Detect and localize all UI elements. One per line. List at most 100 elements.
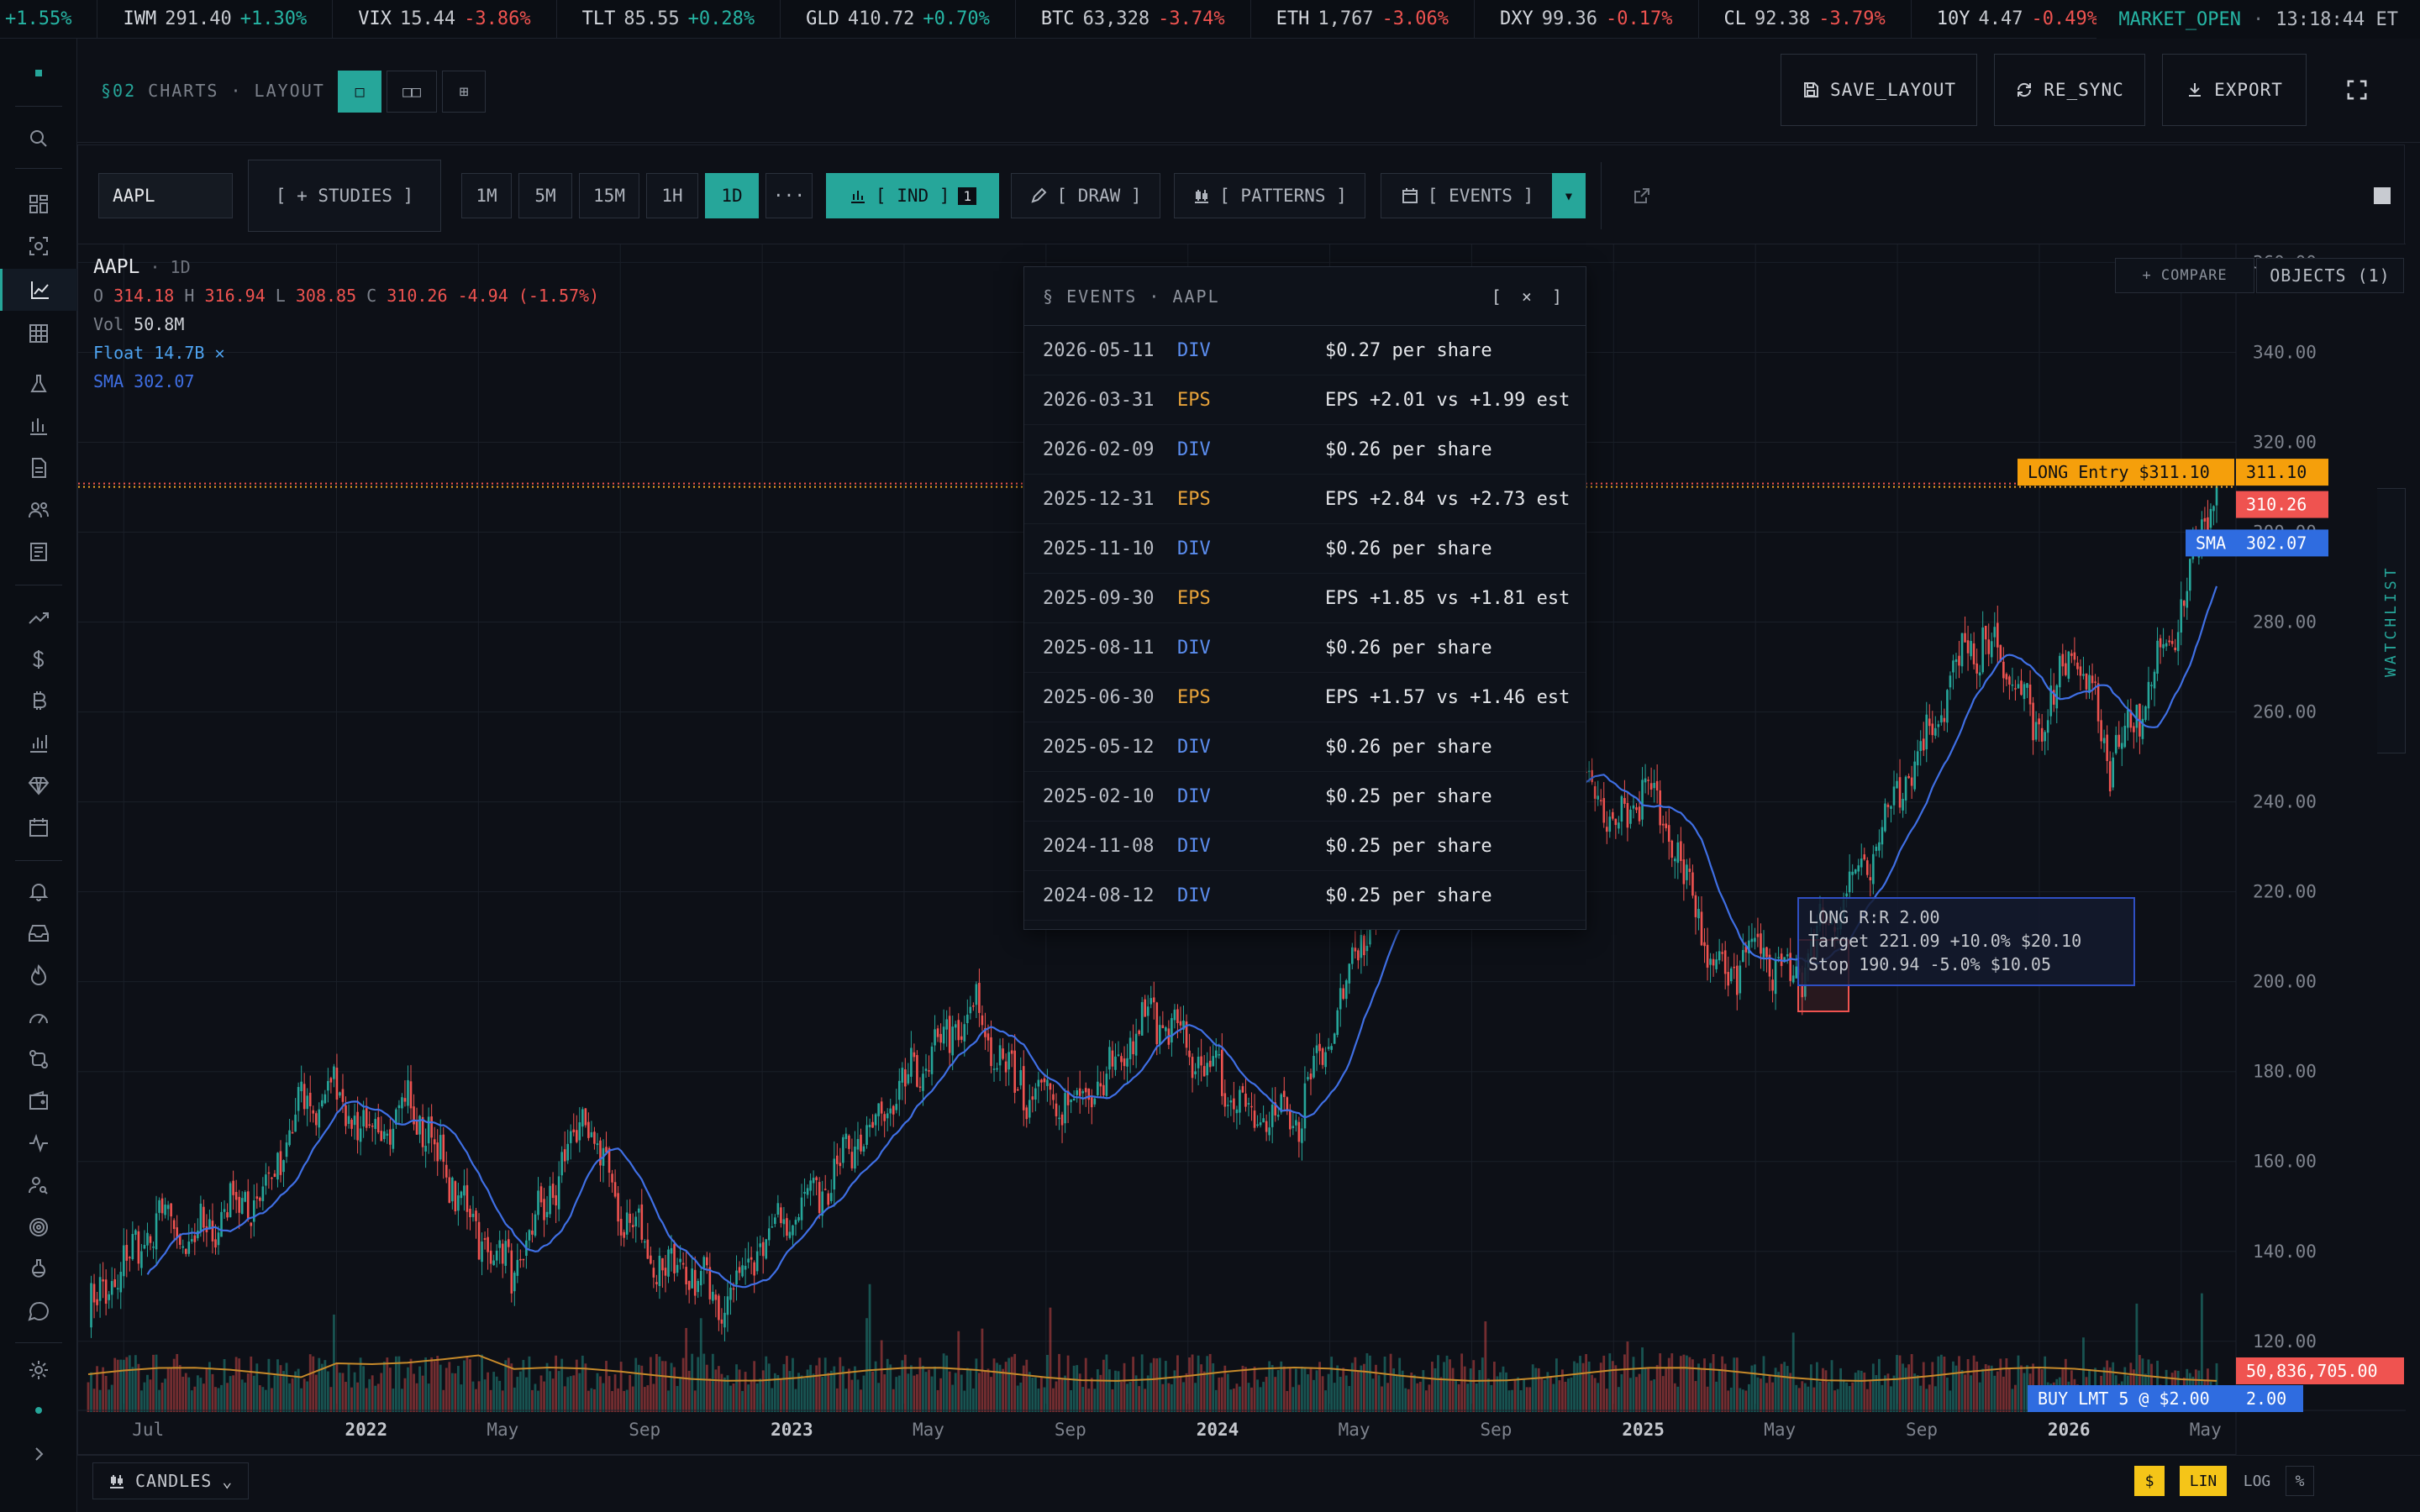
draw-button[interactable]: [ DRAW ]	[1011, 173, 1160, 218]
sma-price-tag: 302.07	[2246, 533, 2307, 553]
event-row[interactable]: 2026-03-31 EPS EPS +2.01 vs +1.99 est	[1024, 375, 1586, 425]
dollar-icon[interactable]	[0, 638, 77, 680]
settings-gear-icon[interactable]	[0, 1349, 77, 1391]
percent-scale-button[interactable]: %	[2286, 1466, 2314, 1496]
event-row[interactable]: 2025-12-31 EPS EPS +2.84 vs +2.73 est	[1024, 475, 1586, 524]
chart-plot-area[interactable]: 360.00340.00320.00300.00280.00260.00240.…	[78, 244, 2406, 1456]
ticker-item[interactable]: GLD 410.72 +0.70%	[781, 0, 1016, 38]
flask-icon[interactable]	[0, 363, 77, 405]
bell-icon[interactable]	[0, 870, 77, 912]
charts-icon[interactable]	[0, 269, 77, 311]
ticker-item[interactable]: ETH 1,767 -3.06%	[1251, 0, 1476, 38]
chart-style-dropdown[interactable]: CANDLES ⌄	[92, 1462, 250, 1499]
popout-button[interactable]	[1621, 173, 1663, 218]
lab-flask-icon[interactable]	[0, 1248, 77, 1290]
event-row[interactable]: 2025-11-10 DIV $0.26 per share	[1024, 524, 1586, 574]
news-icon[interactable]	[0, 531, 77, 573]
events-dropdown-button[interactable]: ▾	[1552, 173, 1586, 218]
watchlist-tab[interactable]: WATCHLIST	[2377, 488, 2406, 753]
users-icon[interactable]	[0, 489, 77, 531]
screener-icon[interactable]	[0, 225, 77, 267]
candle-body	[578, 1122, 581, 1141]
ticker-item[interactable]: +1.55%	[0, 0, 98, 38]
volume-bar	[1342, 1368, 1345, 1412]
fullscreen-button[interactable]	[2321, 54, 2393, 126]
symbol-input[interactable]	[98, 173, 233, 218]
bitcoin-icon[interactable]	[0, 680, 77, 722]
expand-sidebar-icon[interactable]	[0, 1433, 77, 1475]
panel-menu-square-icon[interactable]	[2374, 187, 2391, 204]
linear-scale-button[interactable]: LIN	[2180, 1466, 2227, 1496]
event-row[interactable]: 2026-02-09 DIV $0.26 per share	[1024, 425, 1586, 475]
transfer-icon[interactable]	[0, 1038, 77, 1080]
volume-bar	[1084, 1357, 1087, 1412]
volume-bar	[1984, 1364, 1987, 1412]
analytics-icon[interactable]	[0, 722, 77, 764]
remove-float-icon[interactable]: ✕	[214, 343, 225, 363]
event-row[interactable]: 2024-11-08 DIV $0.25 per share	[1024, 822, 1586, 871]
event-row[interactable]: 2024-08-12 DIV $0.25 per share	[1024, 871, 1586, 921]
timeframe-1m-button[interactable]: 1M	[461, 173, 512, 218]
volume-bar	[495, 1376, 498, 1412]
candle-body	[376, 1116, 380, 1133]
event-row[interactable]: 2025-09-30 EPS EPS +1.85 vs +1.81 est	[1024, 574, 1586, 623]
events-panel-close-button[interactable]: [ × ]	[1491, 286, 1567, 307]
search-icon[interactable]	[0, 118, 77, 160]
candle-body	[1229, 1100, 1233, 1103]
user-search-icon[interactable]	[0, 1164, 77, 1206]
event-row[interactable]: 2025-08-11 DIV $0.26 per share	[1024, 623, 1586, 673]
timeframe-1d-button[interactable]: 1D	[705, 173, 759, 218]
ticker-item[interactable]: TLT 85.55 +0.28%	[557, 0, 781, 38]
left-sidebar	[0, 39, 77, 1512]
bar-chart-icon[interactable]	[0, 405, 77, 447]
layout-grid-button[interactable]: ⊞	[442, 71, 486, 113]
ticker-item[interactable]: IWM 291.40 +1.30%	[97, 0, 334, 38]
event-row[interactable]: 2025-06-30 EPS EPS +1.57 vs +1.46 est	[1024, 673, 1586, 722]
gauge-icon[interactable]	[0, 996, 77, 1038]
export-button[interactable]: EXPORT	[2162, 54, 2307, 126]
layout-double-button[interactable]: □□	[387, 71, 437, 113]
resync-button[interactable]: RE_SYNC	[1994, 54, 2145, 126]
document-icon[interactable]	[0, 447, 77, 489]
grid-icon[interactable]	[0, 312, 77, 354]
volume-bar	[418, 1366, 421, 1412]
calendar-icon[interactable]	[0, 806, 77, 848]
events-button[interactable]: [ EVENTS ]	[1381, 173, 1554, 218]
volume-bar	[1620, 1373, 1623, 1412]
target-icon[interactable]	[0, 1206, 77, 1248]
volume-bar	[1214, 1389, 1218, 1412]
layout-single-button[interactable]: □	[338, 71, 381, 113]
ticker-item[interactable]: VIX 15.44 -3.86%	[333, 0, 557, 38]
log-scale-button[interactable]: LOG	[2243, 1472, 2271, 1490]
candle-body	[1214, 1050, 1218, 1058]
activity-icon[interactable]	[0, 1122, 77, 1164]
candle-body	[774, 1217, 776, 1225]
event-row[interactable]: 2025-05-12 DIV $0.26 per share	[1024, 722, 1586, 772]
timeframe-15m-button[interactable]: 15M	[579, 173, 639, 218]
event-row[interactable]: 2025-02-10 DIV $0.25 per share	[1024, 772, 1586, 822]
more-timeframes-button[interactable]: ···	[765, 173, 813, 218]
indicators-button[interactable]: [ IND ] 1	[826, 173, 999, 218]
event-row[interactable]: 2026-05-11 DIV $0.27 per share	[1024, 326, 1586, 375]
compare-button[interactable]: + COMPARE	[2115, 258, 2254, 293]
volume-bar	[415, 1383, 418, 1412]
patterns-button[interactable]: [ PATTERNS ]	[1174, 173, 1365, 218]
dashboard-icon[interactable]	[0, 183, 77, 225]
volume-bar	[913, 1375, 916, 1412]
timeframe-5m-button[interactable]: 5M	[518, 173, 572, 218]
inbox-icon[interactable]	[0, 912, 77, 954]
timeframe-1h-button[interactable]: 1H	[646, 173, 698, 218]
diamond-icon[interactable]	[0, 764, 77, 806]
ticker-item[interactable]: DXY 99.36 -0.17%	[1475, 0, 1699, 38]
objects-button[interactable]: OBJECTS (1)	[2256, 258, 2404, 293]
save-layout-button[interactable]: SAVE_LAYOUT	[1781, 54, 1977, 126]
add-studies-button[interactable]: [ + STUDIES ]	[248, 160, 441, 232]
wallet-icon[interactable]	[0, 1080, 77, 1122]
ticker-item[interactable]: BTC 63,328 -3.74%	[1016, 0, 1251, 38]
ticker-item[interactable]: 10Y 4.47 -0.49%	[1912, 0, 2124, 38]
chat-icon[interactable]	[0, 1290, 77, 1332]
trending-up-icon[interactable]	[0, 596, 77, 638]
ticker-item[interactable]: CL 92.38 -3.79%	[1699, 0, 1912, 38]
flame-icon[interactable]	[0, 954, 77, 996]
currency-scale-button[interactable]: $	[2134, 1466, 2165, 1496]
